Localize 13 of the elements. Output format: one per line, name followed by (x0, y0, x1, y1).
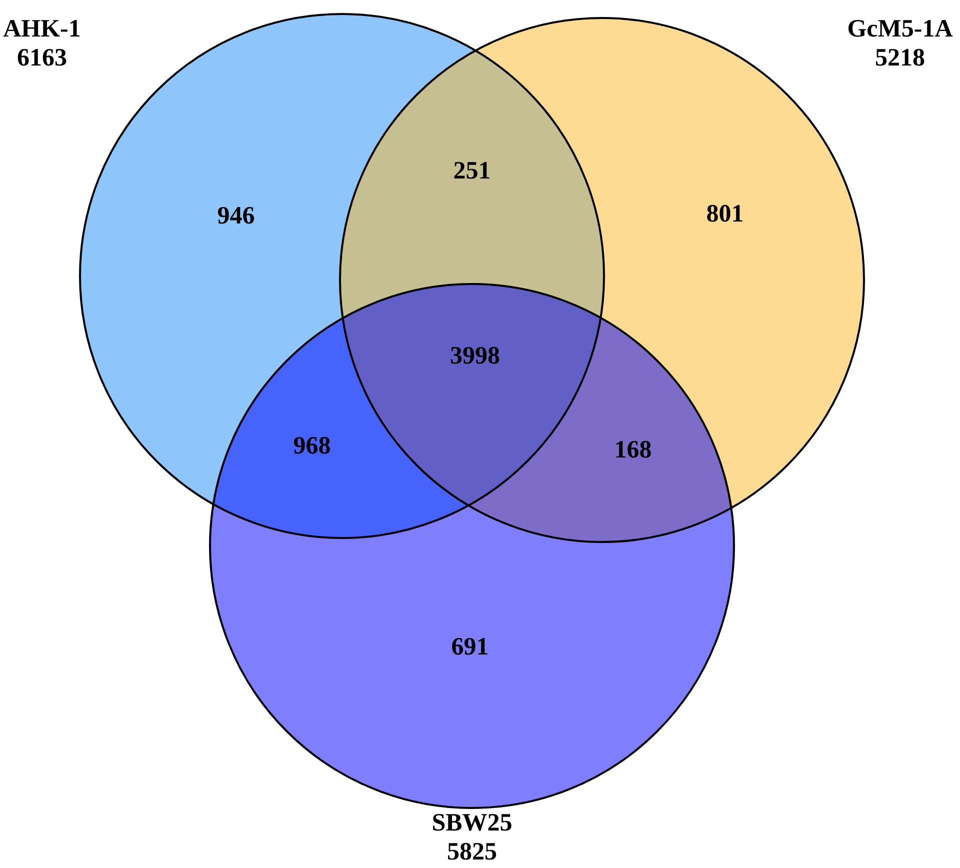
data-label: 5218 (875, 44, 925, 72)
text: 168 (614, 436, 652, 464)
text: 801 (706, 200, 744, 228)
category-label: SBW25 (432, 809, 512, 836)
text: 3998 (450, 342, 500, 370)
category-label: GcM5-1A (847, 15, 953, 42)
category-label: AHK-1 (3, 15, 81, 42)
data-label: 5825 (447, 838, 497, 866)
text: 691 (451, 633, 489, 660)
text: 251 (453, 157, 491, 184)
data-label: 6163 (17, 44, 67, 72)
text: 946 (217, 202, 255, 230)
text: 968 (293, 432, 331, 460)
